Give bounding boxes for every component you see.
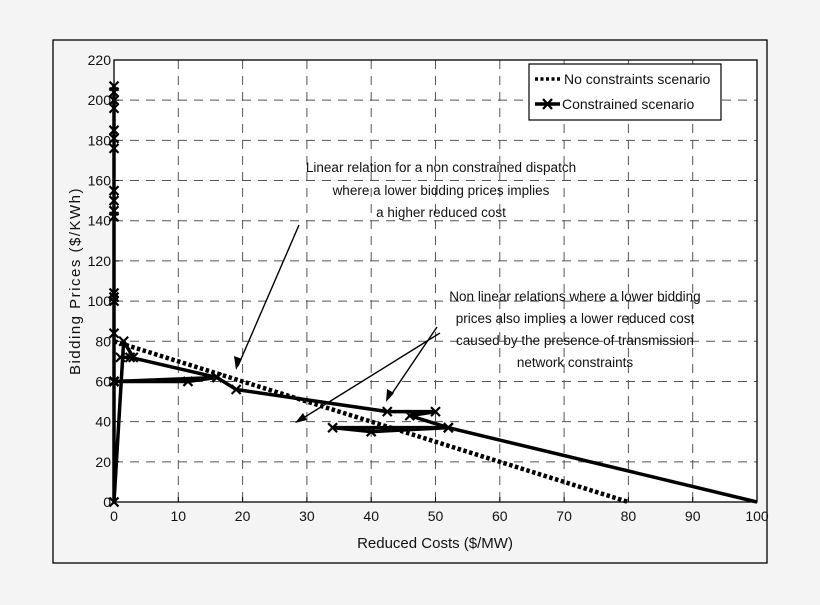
annotation-linear: Linear relation for a non constrained di… xyxy=(306,160,576,220)
x-marker-icon xyxy=(443,422,454,433)
arrow-linear xyxy=(237,224,300,367)
legend-x-marker-icon xyxy=(542,98,553,110)
x-tick-label: 50 xyxy=(428,508,444,524)
legend-label-no-constraints: No constraints scenario xyxy=(564,71,711,87)
arrow-head-nonlinear-2-icon xyxy=(295,413,307,423)
annotation-linear-line-3: a higher reduced cost xyxy=(376,205,506,220)
x-tick-label: 0 xyxy=(110,508,118,524)
x-marker-icon xyxy=(365,426,377,437)
annotation-arrows xyxy=(234,224,441,423)
y-tick-label: 40 xyxy=(95,414,111,430)
x-axis-label: Reduced Costs ($/MW) xyxy=(357,535,513,552)
x-marker-icon xyxy=(128,352,139,363)
arrow-head-linear-icon xyxy=(234,356,242,370)
y-tick-label: 80 xyxy=(95,333,111,349)
annotation-linear-line-2: where a lower bidding prices implies xyxy=(332,183,550,198)
arrow-nonlinear-2 xyxy=(299,332,441,421)
x-tick-label: 80 xyxy=(621,508,637,524)
y-tick-label: 140 xyxy=(88,213,112,229)
x-tick-label: 100 xyxy=(745,508,769,524)
x-tick-label: 90 xyxy=(685,508,701,524)
x-marker-icon xyxy=(118,335,129,347)
x-marker-icon xyxy=(211,372,223,383)
x-tick-label: 10 xyxy=(171,508,187,524)
x-tick-label: 30 xyxy=(299,508,315,524)
x-marker-icon xyxy=(124,352,136,363)
y-tick-label: 0 xyxy=(103,494,111,510)
x-marker-icon xyxy=(404,410,416,421)
y-tick-label: 60 xyxy=(95,373,111,389)
x-tick-label: 70 xyxy=(556,508,572,524)
arrow-head-nonlinear-1-icon xyxy=(386,389,394,402)
y-tick-label: 180 xyxy=(88,132,112,148)
x-marker-icon xyxy=(230,384,242,395)
y-tick-label: 200 xyxy=(88,92,112,108)
y-tick-label: 100 xyxy=(88,293,112,309)
y-tick-label: 160 xyxy=(88,173,112,189)
annotation-linear-line-1: Linear relation for a non constrained di… xyxy=(306,160,576,175)
x-marker-icon xyxy=(381,406,393,417)
x-marker-icon xyxy=(327,422,338,433)
y-tick-label: 120 xyxy=(88,253,112,269)
x-marker-icon xyxy=(430,406,441,417)
y-axis-label: Bidding Prices ($/KWh) xyxy=(67,187,84,375)
annotation-nonlinear-line-2: prices also implies a lower reduced cost xyxy=(456,311,695,326)
x-marker-icon xyxy=(182,376,194,387)
annotation-nonlinear-line-4: network constraints xyxy=(517,355,634,370)
x-tick-label: 40 xyxy=(363,508,379,524)
axis-ticks: 0 10 20 30 40 50 60 70 80 90 100 0 20 40 60 80 100 120 140… xyxy=(88,52,769,524)
annotation-nonlinear-line-3: caused by the presence of transmission xyxy=(456,333,694,348)
x-marker-icon xyxy=(115,352,126,363)
y-tick-label: 20 xyxy=(95,454,111,470)
x-tick-label: 20 xyxy=(235,508,251,524)
y-tick-label: 220 xyxy=(88,52,112,68)
legend-label-constrained: Constrained scenario xyxy=(562,96,695,112)
annotation-nonlinear: Non linear relations where a lower biddi… xyxy=(449,289,700,370)
legend: No constraints scenario Constrained scen… xyxy=(528,63,722,121)
annotation-nonlinear-line-1: Non linear relations where a lower biddi… xyxy=(449,289,700,304)
arrow-nonlinear-1 xyxy=(388,326,438,399)
legend-box xyxy=(528,63,722,121)
x-tick-label: 60 xyxy=(492,508,508,524)
